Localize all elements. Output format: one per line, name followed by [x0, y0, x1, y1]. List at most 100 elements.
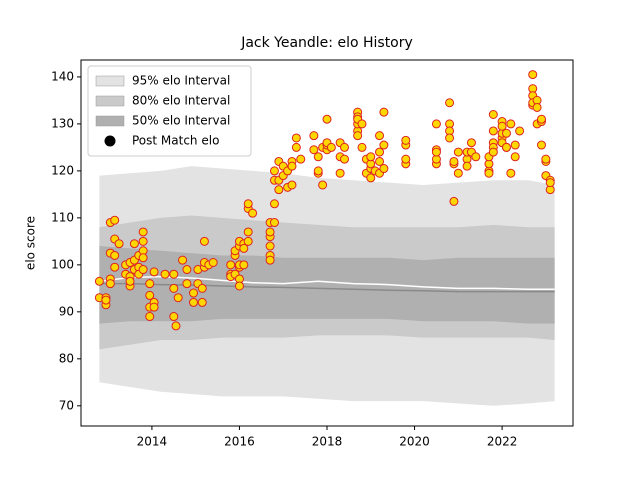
match-point	[243, 199, 253, 209]
match-point	[265, 227, 275, 237]
match-point	[197, 283, 207, 293]
y-tick-label: 70	[59, 398, 74, 412]
match-point	[94, 276, 104, 286]
match-point	[274, 185, 284, 195]
match-point	[169, 312, 179, 322]
y-tick-label: 110	[51, 210, 74, 224]
match-point	[449, 156, 459, 166]
match-point	[322, 114, 332, 124]
match-point	[243, 227, 253, 237]
legend-label: 50% elo Interval	[132, 114, 230, 128]
y-tick-label: 100	[51, 257, 74, 271]
legend-marker	[104, 135, 116, 147]
legend-patch	[95, 115, 125, 127]
match-point	[129, 239, 139, 249]
legend-label: 95% elo Interval	[132, 74, 230, 88]
match-point	[536, 114, 546, 124]
match-point	[101, 295, 111, 305]
match-point	[197, 297, 207, 307]
match-point	[488, 147, 498, 157]
match-point	[501, 142, 511, 152]
match-point	[375, 147, 385, 157]
legend-box	[87, 65, 252, 157]
match-point	[125, 276, 135, 286]
match-point	[149, 267, 159, 277]
legend-label: Post Match elo	[132, 134, 219, 148]
match-point	[248, 208, 258, 218]
match-point	[545, 178, 555, 188]
match-point	[234, 281, 244, 291]
legend: 95% elo Interval 80% elo Interval 50% elo …	[87, 65, 252, 157]
match-point	[326, 142, 336, 152]
match-point	[379, 107, 389, 117]
match-point	[169, 269, 179, 279]
match-point	[366, 152, 376, 162]
y-tick-label: 130	[51, 116, 74, 130]
x-tick-label: 2016	[224, 435, 255, 449]
match-point	[145, 279, 155, 289]
match-point	[510, 152, 520, 162]
match-point	[110, 262, 120, 272]
match-point	[313, 166, 323, 176]
x-tick-label: 2022	[487, 435, 518, 449]
match-point	[265, 241, 275, 251]
match-point	[160, 269, 170, 279]
match-point	[178, 255, 188, 265]
match-point	[532, 102, 542, 112]
match-point	[318, 180, 328, 190]
match-point	[401, 135, 411, 145]
match-point	[149, 302, 159, 312]
match-point	[484, 168, 494, 178]
match-point	[269, 166, 279, 176]
match-point	[340, 142, 350, 152]
y-tick-label: 80	[59, 351, 74, 365]
trend-line	[99, 282, 555, 293]
match-point	[445, 133, 455, 143]
match-point	[375, 156, 385, 166]
match-point	[466, 138, 476, 148]
match-point	[379, 140, 389, 150]
y-axis-label: elo score	[24, 216, 38, 270]
match-point	[291, 133, 301, 143]
match-point	[506, 168, 516, 178]
match-point	[182, 265, 192, 275]
match-point	[453, 168, 463, 178]
match-point	[110, 250, 120, 260]
match-point	[173, 293, 183, 303]
match-point	[226, 260, 236, 270]
match-point	[182, 279, 192, 289]
match-point	[110, 215, 120, 225]
match-point	[541, 154, 551, 164]
match-point	[536, 140, 546, 150]
legend-patch	[95, 75, 125, 87]
match-point	[269, 199, 279, 209]
match-point	[105, 279, 115, 289]
x-tick-label: 2020	[399, 435, 430, 449]
match-point	[138, 227, 148, 237]
match-point	[138, 236, 148, 246]
match-point	[501, 128, 511, 138]
match-point	[287, 180, 297, 190]
match-point	[379, 164, 389, 174]
y-tick-label: 140	[51, 69, 74, 83]
match-point	[357, 142, 367, 152]
plot-area: 70 80 90 100 110 120 130 140 2014 2016 2018 2020 202…	[51, 59, 574, 449]
match-point	[357, 119, 367, 129]
match-point	[353, 131, 363, 141]
match-point	[449, 196, 459, 206]
match-point	[431, 147, 441, 157]
match-point	[269, 218, 279, 228]
match-point	[239, 243, 249, 253]
match-point	[497, 121, 507, 131]
match-point	[188, 297, 198, 307]
match-point	[366, 173, 376, 183]
match-point	[145, 312, 155, 322]
match-point	[506, 119, 516, 129]
match-point	[335, 168, 345, 178]
match-point	[309, 131, 319, 141]
y-tick-label: 120	[51, 163, 74, 177]
match-point	[488, 126, 498, 136]
match-point	[188, 288, 198, 298]
